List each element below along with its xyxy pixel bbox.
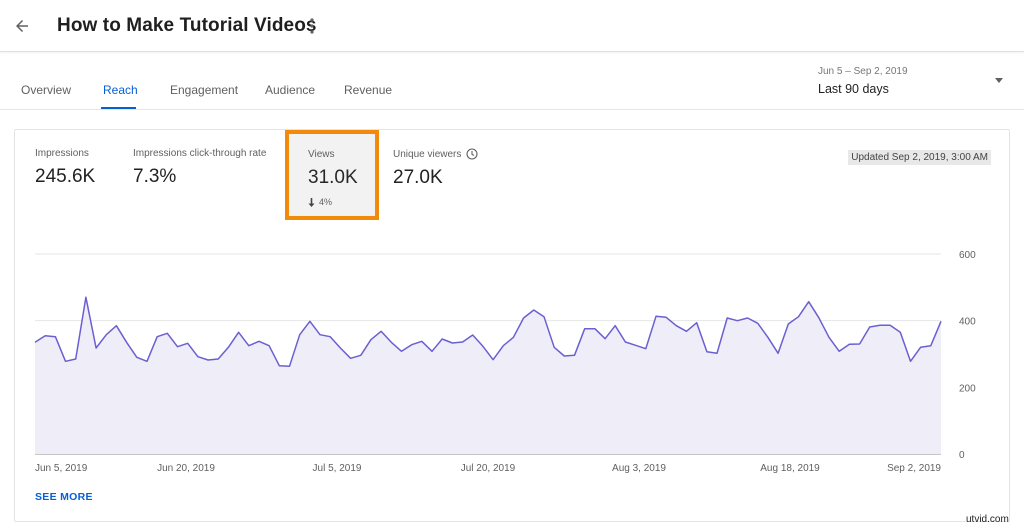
x-tick-label: Aug 3, 2019 (612, 463, 666, 474)
tab-audience[interactable]: Audience (265, 83, 316, 97)
date-range-label: Last 90 days (818, 82, 889, 96)
back-button[interactable] (10, 14, 34, 38)
series-area (35, 297, 941, 454)
tab-overview[interactable]: Overview (21, 83, 72, 97)
more-vert-icon (310, 18, 314, 34)
reach-card: Impressions 245.6K Impressions click-thr… (14, 129, 1010, 522)
metric-label-row: Unique viewers (393, 148, 478, 160)
date-range-selector[interactable]: Jun 5 – Sep 2, 2019 Last 90 days (818, 66, 1008, 104)
x-tick-label: Jun 20, 2019 (157, 463, 215, 474)
watermark: utvid.com (966, 514, 1009, 525)
y-tick-label: 0 (959, 450, 965, 461)
page-title: How to Make Tutorial Videos (57, 15, 317, 36)
metric-label: Impressions (35, 148, 89, 159)
metric-views-selected[interactable]: Views 31.0K 4% (285, 130, 379, 220)
metric-impressions[interactable]: Impressions 245.6K (35, 148, 95, 188)
arrow-down-icon (308, 197, 315, 207)
dropdown-caret-icon (995, 78, 1003, 83)
metric-delta: 4% (308, 197, 358, 207)
updated-timestamp: Updated Sep 2, 2019, 3:00 AM (848, 150, 991, 165)
metric-ctr[interactable]: Impressions click-through rate 7.3% (133, 148, 266, 188)
metric-value: 27.0K (393, 167, 443, 188)
metric-value: 245.6K (35, 166, 96, 187)
top-bar: How to Make Tutorial Videos (0, 0, 1024, 52)
x-tick-label: Sep 2, 2019 (887, 463, 941, 474)
see-more-button[interactable]: SEE MORE (35, 491, 93, 503)
views-chart: 600 400 200 0 Jun 5, 2019 Jun 20, 2019 Jul 5, … (34, 250, 976, 474)
x-tick-label: Aug 18, 2019 (760, 463, 820, 474)
active-tab-indicator (101, 107, 136, 109)
y-tick-label: 600 (959, 250, 976, 261)
metric-label: Unique viewers (393, 148, 462, 160)
tab-bar: Overview Reach Engagement Audience Reven… (0, 53, 1024, 110)
metric-label: Impressions click-through rate (133, 148, 267, 159)
series-line (34, 296, 942, 368)
date-range-text: Jun 5 – Sep 2, 2019 (818, 66, 908, 77)
y-tick-label: 200 (959, 383, 976, 394)
y-tick-label: 400 (959, 317, 976, 328)
tab-engagement[interactable]: Engagement (170, 83, 239, 97)
x-tick-label: Jul 20, 2019 (461, 463, 516, 474)
tab-reach[interactable]: Reach (103, 83, 138, 97)
metric-label: Views (308, 149, 335, 160)
metric-value: 31.0K (308, 167, 358, 188)
metric-unique-viewers[interactable]: Unique viewers 27.0K (393, 148, 478, 189)
clock-icon[interactable] (466, 148, 478, 160)
arrow-left-icon (16, 20, 28, 32)
delta-value: 4% (319, 197, 333, 207)
metric-value: 7.3% (133, 166, 177, 187)
x-tick-label: Jul 5, 2019 (313, 463, 362, 474)
more-options-button[interactable] (302, 14, 322, 38)
tab-revenue[interactable]: Revenue (344, 83, 393, 97)
x-tick-label: Jun 5, 2019 (35, 463, 88, 474)
